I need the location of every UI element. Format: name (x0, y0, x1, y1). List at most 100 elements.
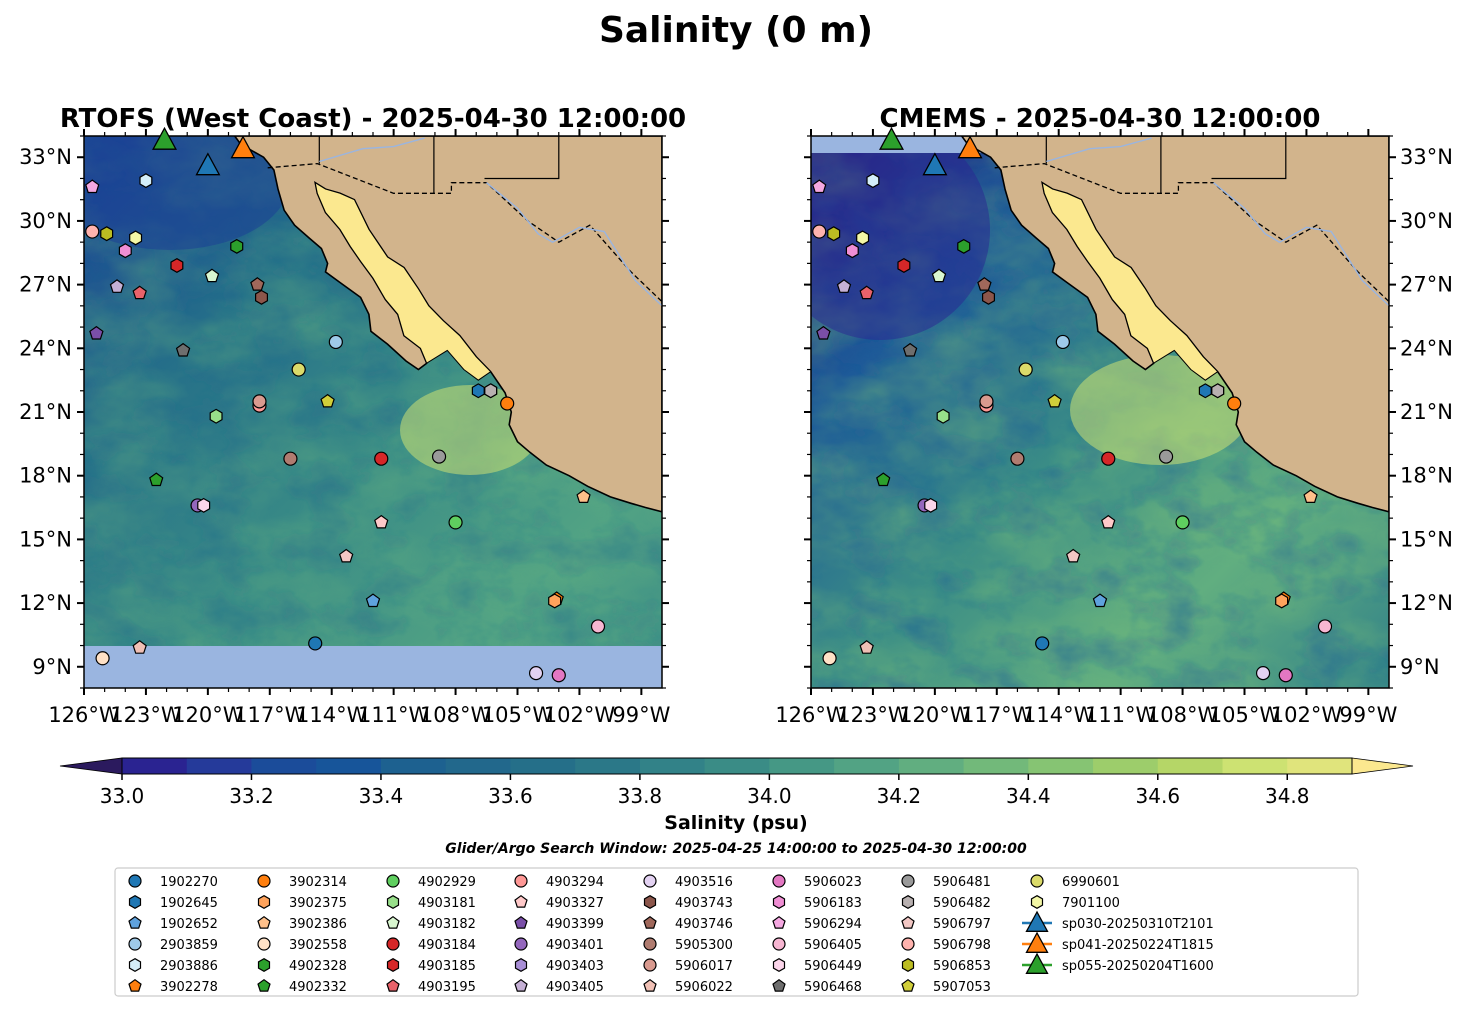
rtofs-ytick-label: 9°N (32, 655, 72, 679)
legend-label-3902314: 3902314 (289, 875, 347, 890)
rtofs-platform-2903886 (139, 173, 153, 189)
legend-marker-5906797 (901, 915, 915, 929)
rtofs-platform-5906468 (175, 342, 191, 357)
colorbar-tick-label: 33.0 (100, 784, 145, 808)
rtofs-platform-6990601 (291, 362, 306, 377)
legend-marker-4903403 (514, 958, 528, 972)
legend-label-5906294: 5906294 (804, 917, 862, 932)
rtofs-platform-4903743 (255, 289, 268, 305)
colorbar-tick-label: 34.4 (1006, 784, 1051, 808)
cmems-platform-4903182 (931, 268, 947, 283)
legend-marker-4903182 (386, 915, 400, 929)
legend-marker-3902314 (257, 874, 271, 888)
rtofs-platform-4903516 (528, 666, 544, 681)
cmems-platform-7901100 (856, 230, 870, 246)
rtofs-river-rio-grande (486, 182, 662, 307)
legend-label-1902270: 1902270 (160, 875, 218, 890)
legend-label-4903401: 4903401 (546, 938, 604, 953)
rtofs-xtick-label: 111°W (358, 703, 430, 727)
cmems-platform-4903185 (897, 258, 911, 273)
rtofs-map-panel: RTOFS (West Coast) - 2025-04-30 12:00:00… (19, 104, 686, 727)
legend-marker-4903743 (643, 895, 657, 909)
legend-label-5906468: 5906468 (804, 980, 862, 995)
legend-label-4903185: 4903185 (418, 959, 476, 974)
cmems-platform-5906017 (979, 394, 994, 409)
cmems-glider-sp055-20250204T1600 (879, 126, 904, 150)
cmems-xtick-label: 120°W (899, 703, 971, 727)
legend-marker-4903516 (643, 874, 657, 888)
rtofs-platform-4902929 (448, 515, 463, 530)
legend-marker-5907053 (901, 978, 915, 992)
legend-label-3902558: 3902558 (289, 938, 347, 953)
cmems-platform-5906853 (827, 226, 841, 242)
colorbar-bin (704, 758, 770, 774)
legend-label-sp041-20250224T1815: sp041-20250224T1815 (1062, 938, 1214, 953)
legend-label-4903743: 4903743 (675, 896, 733, 911)
rtofs-xtick-label: 123°W (110, 703, 182, 727)
cmems-platform-5906023 (1278, 668, 1293, 683)
cmems-platform-5906798 (812, 224, 827, 239)
legend-marker-5906022 (643, 978, 657, 992)
cmems-platform-2903886 (866, 173, 880, 189)
cmems-platform-5906449 (924, 497, 938, 513)
legend-marker-1902270 (128, 874, 142, 888)
legend-marker-4903746 (643, 915, 657, 929)
rtofs-low-salinity-region (84, 136, 290, 250)
rtofs-platform-7901100 (129, 230, 143, 246)
rtofs-platform-5906449 (197, 497, 211, 513)
colorbar-bin (122, 758, 188, 774)
colorbar-bin (639, 758, 706, 774)
colorbar-bin (963, 758, 1029, 774)
rtofs-platform-5906294 (85, 179, 100, 194)
rtofs-ytick-label: 15°N (19, 527, 72, 551)
cmems-xtick-label: 111°W (1085, 703, 1157, 727)
cmems-ytick-label: 30°N (1400, 209, 1453, 233)
cmems-platform-4903181 (936, 408, 950, 424)
legend-marker-sp055-20250204T1600 (1025, 952, 1049, 974)
rtofs-xtick-label: 108°W (420, 703, 492, 727)
legend-marker-5906798 (901, 937, 915, 951)
rtofs-platform-5906405 (590, 619, 606, 634)
salinity-colorbar: 33.0 33.2 33.4 33.6 33.8 34.0 34.2 34.4 34.6 34.8 (59, 757, 1414, 808)
rtofs-platform-2903859 (328, 334, 343, 350)
cmems-platform-5906482 (1211, 383, 1225, 399)
legend-label-2903859: 2903859 (160, 938, 218, 953)
legend-marker-5906481 (901, 874, 915, 888)
legend-label-5906017: 5906017 (675, 959, 733, 974)
rtofs-platform-4903184 (374, 451, 389, 466)
cmems-platform-4902328 (957, 238, 971, 254)
cmems-ytick-label: 15°N (1400, 527, 1453, 551)
rtofs-platform-5906023 (551, 668, 566, 683)
rtofs-ytick-label: 33°N (19, 145, 72, 169)
cmems-xtick-label: 102°W (1271, 703, 1343, 727)
rtofs-platform-5906482 (484, 383, 498, 399)
legend-marker-3902278 (128, 978, 142, 992)
legend-marker-4903327 (514, 894, 528, 908)
rtofs-platform-5906798 (85, 224, 100, 239)
cmems-ytick-label: 27°N (1400, 273, 1453, 297)
cmems-platform-4903743 (981, 289, 996, 305)
cmems-platform-6990601 (1018, 362, 1033, 377)
cmems-low-salinity-region (811, 136, 990, 340)
legend-marker-5906449 (772, 958, 786, 972)
cmems-ytick-label: 33°N (1400, 145, 1453, 169)
cmems-platform-3902314 (1227, 396, 1242, 411)
rtofs-xtick-label: 102°W (544, 703, 616, 727)
rtofs-platform-3902558 (95, 651, 110, 666)
cmems-platform-3902386 (1303, 489, 1318, 503)
rtofs-glider-sp041-20250224T1815 (230, 135, 256, 159)
colorbar-bin (1028, 758, 1094, 774)
cmems-platform-2903859 (1055, 334, 1070, 350)
colorbar-label: Salinity (psu) (664, 812, 807, 834)
rtofs-river (319, 137, 425, 163)
legend-marker-5906183 (772, 895, 786, 909)
colorbar-tick-label: 33.4 (359, 784, 404, 808)
colorbar-bin (445, 758, 511, 774)
legend-marker-1902652 (128, 915, 142, 929)
cmems-platform-3902558 (822, 651, 837, 666)
rtofs-glider-sp030-20250310T2101 (195, 152, 221, 176)
colorbar-bin (510, 758, 576, 774)
cmems-platform-5907053 (1047, 393, 1062, 408)
colorbar-outline (121, 757, 1353, 775)
